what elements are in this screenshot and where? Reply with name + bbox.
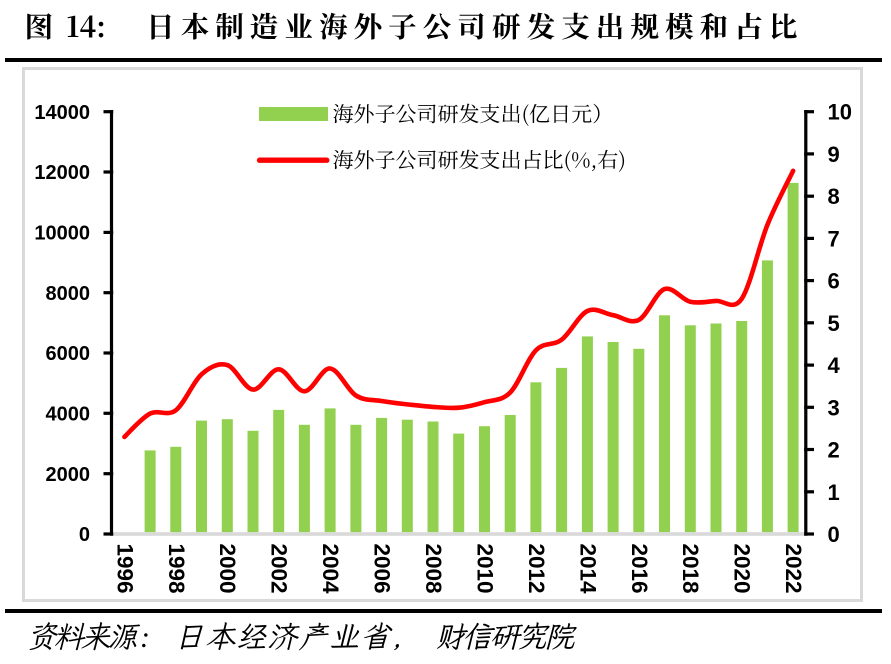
svg-text:2006: 2006 xyxy=(370,544,395,594)
svg-text:14000: 14000 xyxy=(34,102,90,124)
svg-text:1996: 1996 xyxy=(112,544,137,594)
svg-text:1: 1 xyxy=(828,480,840,505)
svg-text:6: 6 xyxy=(828,269,840,294)
svg-text:2014: 2014 xyxy=(575,544,600,595)
svg-text:2000: 2000 xyxy=(46,464,91,486)
svg-text:8000: 8000 xyxy=(46,283,91,305)
svg-text:0: 0 xyxy=(828,522,840,547)
svg-text:12000: 12000 xyxy=(34,162,90,184)
svg-text:2000: 2000 xyxy=(215,544,240,594)
svg-text:10: 10 xyxy=(828,100,852,125)
svg-text:2008: 2008 xyxy=(421,544,446,594)
svg-text:2018: 2018 xyxy=(678,544,703,594)
svg-text:10000: 10000 xyxy=(34,223,90,245)
svg-text:2004: 2004 xyxy=(318,544,343,595)
svg-text:海外子公司研发支出(亿日元）: 海外子公司研发支出(亿日元） xyxy=(333,99,614,129)
svg-text:4000: 4000 xyxy=(46,404,91,426)
svg-text:3: 3 xyxy=(828,395,840,420)
svg-text:海外子公司研发支出占比(%,右): 海外子公司研发支出占比(%,右) xyxy=(333,145,627,175)
svg-text:0: 0 xyxy=(79,524,90,546)
svg-text:2: 2 xyxy=(828,438,840,463)
svg-text:9: 9 xyxy=(828,142,840,167)
svg-text:5: 5 xyxy=(828,311,840,336)
svg-text:2016: 2016 xyxy=(627,544,652,594)
svg-text:2022: 2022 xyxy=(781,544,806,594)
svg-text:6000: 6000 xyxy=(46,343,91,365)
svg-text:2020: 2020 xyxy=(730,544,755,594)
svg-text:8: 8 xyxy=(828,184,840,209)
svg-text:2010: 2010 xyxy=(473,544,498,594)
svg-text:7: 7 xyxy=(828,226,840,251)
svg-text:4: 4 xyxy=(828,353,841,378)
svg-text:1998: 1998 xyxy=(164,544,189,594)
svg-text:2002: 2002 xyxy=(267,544,292,594)
svg-text:2012: 2012 xyxy=(524,544,549,594)
